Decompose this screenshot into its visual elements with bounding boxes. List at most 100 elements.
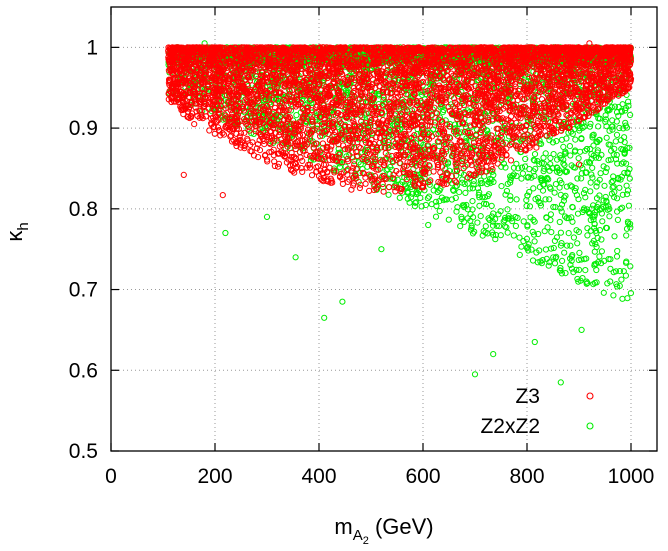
z2xz2-point: [557, 379, 564, 386]
z2xz2-point: [539, 187, 547, 194]
z2xz2-point: [476, 202, 483, 209]
z2xz2-point: [625, 202, 633, 209]
z2xz2-point: [627, 111, 634, 119]
z2xz2-point: [560, 160, 567, 167]
z2xz2-point: [618, 276, 625, 283]
z2xz2-point: [530, 185, 537, 192]
z2xz2-point: [574, 240, 581, 247]
z2xz2-point: [425, 221, 432, 229]
z2xz2-point: [624, 295, 631, 302]
z2xz2-point: [616, 184, 623, 191]
z2xz2-point: [582, 186, 589, 193]
z2xz2-point: [542, 196, 549, 203]
z2xz2-point: [557, 229, 565, 236]
z2xz2-point: [510, 232, 517, 239]
z2xz2-point: [566, 143, 574, 150]
z2xz2-point: [292, 254, 299, 261]
z2xz2-point: [589, 174, 596, 181]
z2xz2-point: [593, 183, 600, 190]
z2xz2-point: [623, 182, 630, 189]
z2xz2-point: [567, 152, 574, 159]
z2xz2-point: [589, 164, 596, 171]
z2xz2-point: [561, 249, 568, 256]
z2xz2-point: [524, 222, 531, 229]
z2xz2-point: [599, 218, 606, 225]
z2xz2-point: [546, 196, 553, 203]
z2xz2-point: [502, 214, 509, 221]
z2xz2-point: [578, 326, 585, 333]
z2xz2-point: [614, 160, 621, 167]
z2xz2-point: [616, 268, 624, 275]
z2xz2-point: [490, 171, 497, 179]
z2xz2-point: [614, 216, 622, 223]
z2xz2-point: [523, 202, 530, 210]
z2xz2-point: [584, 232, 591, 239]
z2xz2-point: [503, 187, 510, 195]
z2xz2-point: [559, 257, 566, 264]
z2xz2-point: [504, 206, 511, 213]
z2xz2-point: [600, 289, 607, 296]
z2xz2-point: [565, 230, 572, 237]
z2xz2-point: [547, 154, 554, 162]
z2xz2-point: [469, 198, 476, 205]
z2xz2-point: [462, 189, 469, 196]
z2xz2-point: [385, 191, 392, 198]
z2xz2-point: [551, 260, 559, 267]
z2xz2-point: [582, 267, 589, 274]
z2xz2-point: [550, 244, 557, 252]
z2xz2-point: [516, 251, 523, 258]
z2xz2-point: [572, 136, 579, 143]
z2xz2-point: [614, 247, 621, 255]
z2xz2-point: [453, 182, 460, 189]
data-points: [165, 40, 635, 386]
z2xz2-point: [531, 151, 539, 158]
z2xz2-point: [512, 222, 520, 230]
z2xz2-point: [378, 246, 385, 253]
z2xz2-point: [612, 138, 619, 145]
z2xz2-point: [603, 165, 610, 172]
z2xz2-point: [621, 134, 628, 141]
z2xz2-point: [595, 123, 602, 130]
z3-point: [366, 187, 373, 194]
z2xz2-point: [626, 175, 633, 182]
z2xz2-point: [617, 205, 624, 212]
z2xz2-point: [432, 213, 440, 220]
z2xz2-point: [454, 204, 461, 211]
z2xz2-point: [614, 208, 621, 215]
z2xz2-point: [609, 126, 616, 133]
z2xz2-point: [428, 201, 435, 208]
z2xz2-point: [606, 213, 613, 220]
z2xz2-point: [538, 260, 545, 267]
z2xz2-point: [426, 193, 433, 200]
z2xz2-point: [607, 265, 614, 272]
z2xz2-point: [545, 262, 552, 269]
z2xz2-point: [611, 103, 619, 110]
z2xz2-point: [613, 131, 621, 138]
z2xz2-point: [556, 218, 563, 226]
z2xz2-point: [600, 163, 607, 170]
z2xz2-point: [263, 213, 271, 220]
z2xz2-point: [563, 242, 571, 249]
z2xz2-point: [619, 295, 626, 302]
z2xz2-point: [456, 189, 463, 196]
z2xz2-point: [424, 195, 431, 202]
z2xz2-point: [593, 243, 600, 251]
z2xz2-point: [482, 223, 489, 230]
z2xz2-point: [610, 292, 617, 299]
z2xz2-point: [470, 178, 477, 185]
z2xz2-point: [504, 229, 511, 236]
z2xz2-point: [518, 175, 525, 182]
z2xz2-point: [526, 188, 533, 196]
z2xz2-point: [570, 234, 578, 241]
z2xz2-point: [540, 154, 547, 161]
z2xz2-point: [611, 233, 618, 240]
z2xz2-point: [531, 238, 538, 245]
z2xz2-point: [587, 188, 594, 195]
z2xz2-point: [561, 162, 568, 169]
z2xz2-point: [339, 298, 346, 305]
z2xz2-point: [603, 134, 610, 141]
z2xz2-point: [581, 205, 588, 212]
z3-point: [362, 180, 369, 187]
z2xz2-point: [627, 263, 634, 270]
